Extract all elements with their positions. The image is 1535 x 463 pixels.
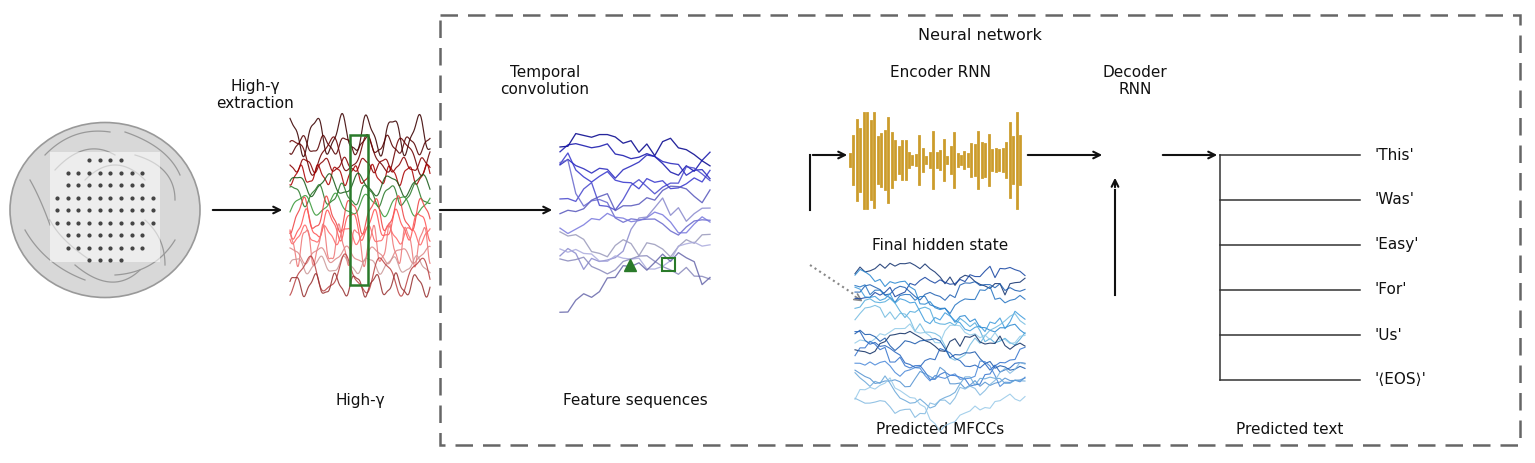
Text: Neural network: Neural network	[918, 28, 1042, 43]
Text: Decoder
RNN: Decoder RNN	[1102, 65, 1168, 97]
Text: 'Us': 'Us'	[1375, 327, 1403, 343]
Text: 'Easy': 'Easy'	[1375, 238, 1420, 252]
Bar	[350, 135, 368, 285]
Text: Final hidden state: Final hidden state	[872, 238, 1008, 252]
Text: Encoder RNN: Encoder RNN	[889, 65, 990, 80]
Text: '⟨EOS⟩': '⟨EOS⟩'	[1375, 373, 1428, 388]
Text: Feature sequences: Feature sequences	[563, 393, 708, 407]
Ellipse shape	[11, 123, 200, 298]
Text: 'Was': 'Was'	[1375, 193, 1415, 207]
Bar	[662, 258, 675, 271]
Text: 'This': 'This'	[1375, 148, 1415, 163]
Text: Predicted text: Predicted text	[1236, 423, 1343, 438]
Bar	[441, 15, 1520, 445]
Bar	[51, 152, 160, 262]
Text: High-γ: High-γ	[335, 393, 385, 407]
Text: Predicted MFCCs: Predicted MFCCs	[876, 423, 1004, 438]
Text: High-γ
extraction: High-γ extraction	[216, 79, 293, 111]
Text: Temporal
convolution: Temporal convolution	[500, 65, 589, 97]
Text: 'For': 'For'	[1375, 282, 1408, 298]
